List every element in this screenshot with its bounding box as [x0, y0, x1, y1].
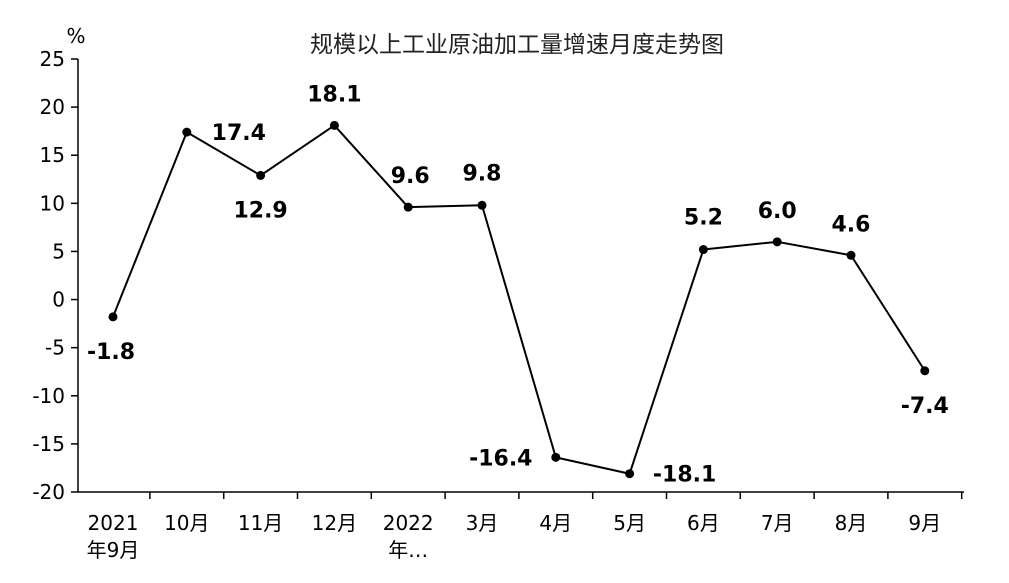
data-label: 4.6: [832, 212, 871, 237]
data-labels: -1.8 17.4 12.9 18.1 9.6 9.8 -16.4 -18.1 5.2 6.0 4.…: [87, 82, 949, 487]
data-label: 12.9: [233, 198, 287, 223]
data-point: [920, 366, 930, 376]
series-line: [112, 124, 926, 475]
data-point: [182, 127, 192, 137]
data-label: 5.2: [684, 206, 723, 231]
y-tick-label: 25: [40, 47, 65, 71]
x-tick-label: 7月: [761, 511, 794, 535]
data-points: [108, 120, 930, 479]
data-point: [698, 245, 708, 255]
data-point: [772, 237, 782, 247]
data-point: [256, 170, 266, 180]
data-label: 18.1: [307, 82, 361, 107]
y-tick-label: 5: [52, 239, 65, 263]
x-tick-label: 2022: [383, 511, 434, 535]
y-axis-unit: %: [66, 24, 85, 48]
data-label: 17.4: [212, 121, 266, 146]
axes: 25 20 15 10 5 0 -5 -10 -15 -20 2021 年9月 10月 11月 12月 202…: [32, 47, 964, 562]
data-point: [108, 312, 118, 322]
x-tick-label: 9月: [908, 511, 941, 535]
y-tick-label: 0: [52, 288, 65, 312]
y-tick-label: -20: [32, 480, 65, 504]
y-tick-label: 10: [40, 191, 65, 215]
data-label: -1.8: [87, 340, 135, 365]
data-label: 6.0: [758, 199, 797, 224]
x-tick-label: 12月: [312, 511, 357, 535]
data-point: [403, 202, 413, 212]
x-tick-label: 4月: [539, 511, 572, 535]
x-tick-label: 2021: [88, 511, 139, 535]
y-tick-label: -15: [32, 432, 65, 456]
x-tick-label: 10月: [164, 511, 209, 535]
data-label: -7.4: [901, 394, 949, 419]
x-tick-label: 5月: [613, 511, 646, 535]
data-point: [329, 120, 339, 130]
x-tick-label: 3月: [466, 511, 499, 535]
data-point: [846, 250, 856, 260]
data-point: [551, 452, 561, 462]
x-tick-label-line2: 年…: [388, 538, 428, 562]
series-line-group: [112, 124, 926, 475]
y-tick-label: -10: [32, 384, 65, 408]
x-tick-label: 6月: [687, 511, 720, 535]
y-tick-label: 15: [40, 143, 65, 167]
x-tick-label-line2: 年9月: [87, 538, 140, 562]
x-tick-label: 11月: [238, 511, 283, 535]
data-label: -16.4: [469, 446, 532, 471]
data-label: -18.1: [653, 463, 716, 488]
data-point: [477, 200, 487, 210]
y-tick-label: -5: [45, 336, 65, 360]
data-label: 9.8: [463, 161, 502, 186]
data-label: 9.6: [391, 164, 430, 189]
x-tick-label: 8月: [835, 511, 868, 535]
data-point: [625, 469, 635, 479]
chart-title: 规模以上工业原油加工量增速月度走势图: [310, 32, 724, 58]
y-tick-label: 20: [40, 95, 65, 119]
